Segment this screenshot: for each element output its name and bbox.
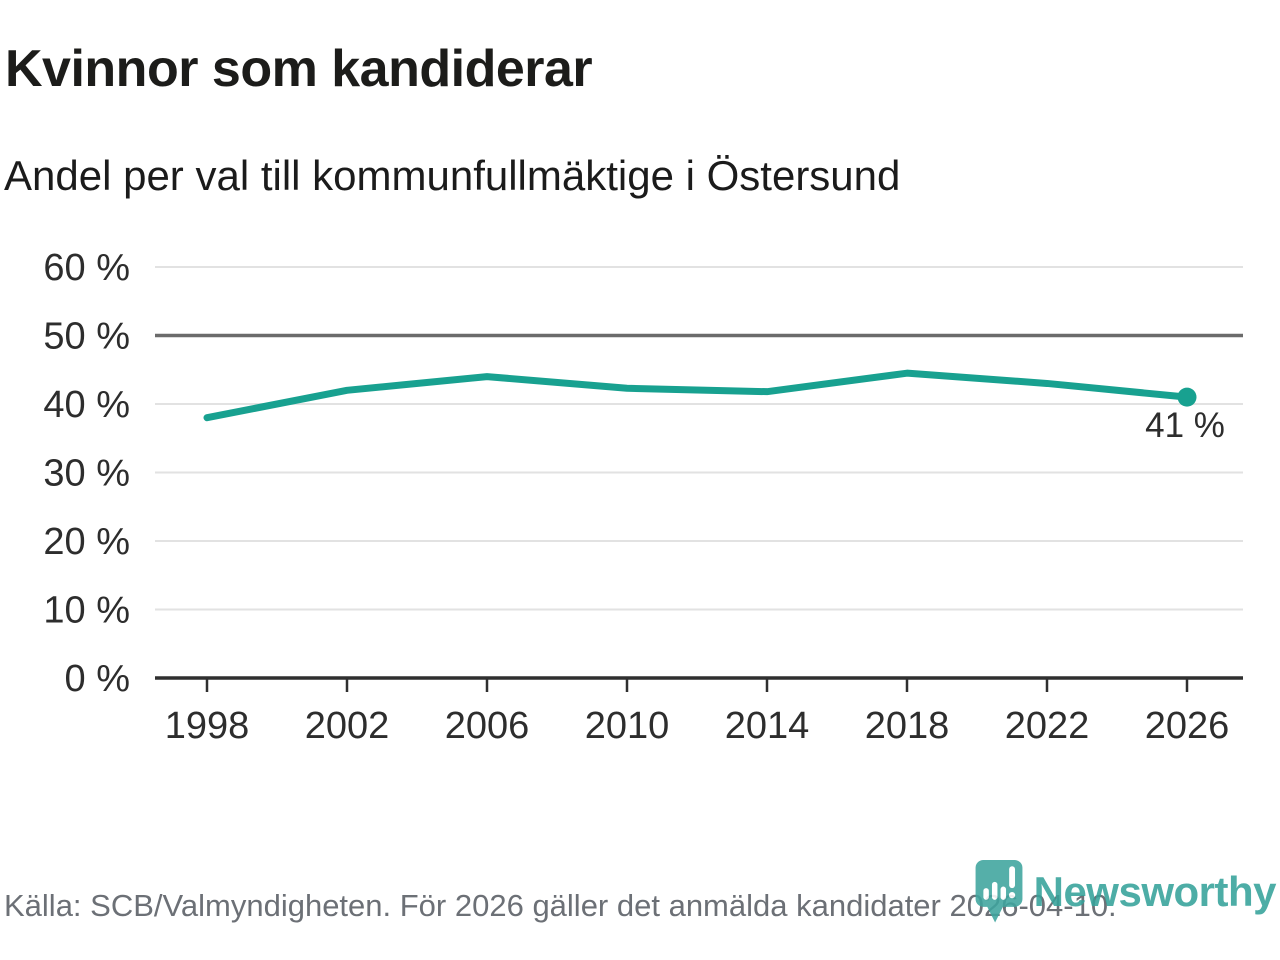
newsworthy-logo-text: Newsworthy — [1033, 868, 1277, 915]
x-axis-label: 2018 — [865, 705, 950, 747]
chart-subtitle: Andel per val till kommunfullmäktige i Ö… — [4, 152, 901, 199]
logo-bar-3 — [1000, 886, 1006, 900]
x-axis-label: 2014 — [725, 705, 810, 747]
x-axis-label: 2006 — [445, 705, 530, 747]
y-axis-label: 0 % — [65, 658, 130, 700]
logo-bubble-shape — [975, 859, 1023, 923]
source-note: Källa: SCB/Valmyndigheten. För 2026 gäll… — [4, 888, 1117, 923]
y-axis-label: 20 % — [43, 521, 130, 563]
y-axis-label: 30 % — [43, 453, 130, 495]
y-axis-label: 60 % — [43, 247, 130, 289]
x-axis-label: 2010 — [585, 705, 670, 747]
end-value-label: 41 % — [1145, 406, 1225, 445]
x-axis-label: 2022 — [1005, 705, 1090, 747]
x-axis-label: 2026 — [1145, 705, 1230, 747]
data-line — [203, 369, 1191, 422]
y-axis-label: 10 % — [43, 590, 130, 632]
logo-bar-2 — [991, 881, 998, 900]
chart-title: Kvinnor som kandiderar — [5, 40, 593, 98]
x-axis-label: 1998 — [165, 705, 250, 747]
y-axis-label: 40 % — [43, 384, 130, 426]
newsworthy-logo-icon — [975, 859, 1023, 923]
logo-bar-1 — [982, 888, 989, 900]
end-point-marker — [1177, 387, 1197, 407]
logo-exclamation-bar — [1008, 866, 1015, 889]
newsworthy-logo: Newsworthy — [974, 858, 1277, 926]
y-axis-label: 50 % — [43, 316, 130, 358]
x-axis-label: 2002 — [305, 705, 390, 747]
logo-exclamation-dot — [1008, 892, 1015, 899]
